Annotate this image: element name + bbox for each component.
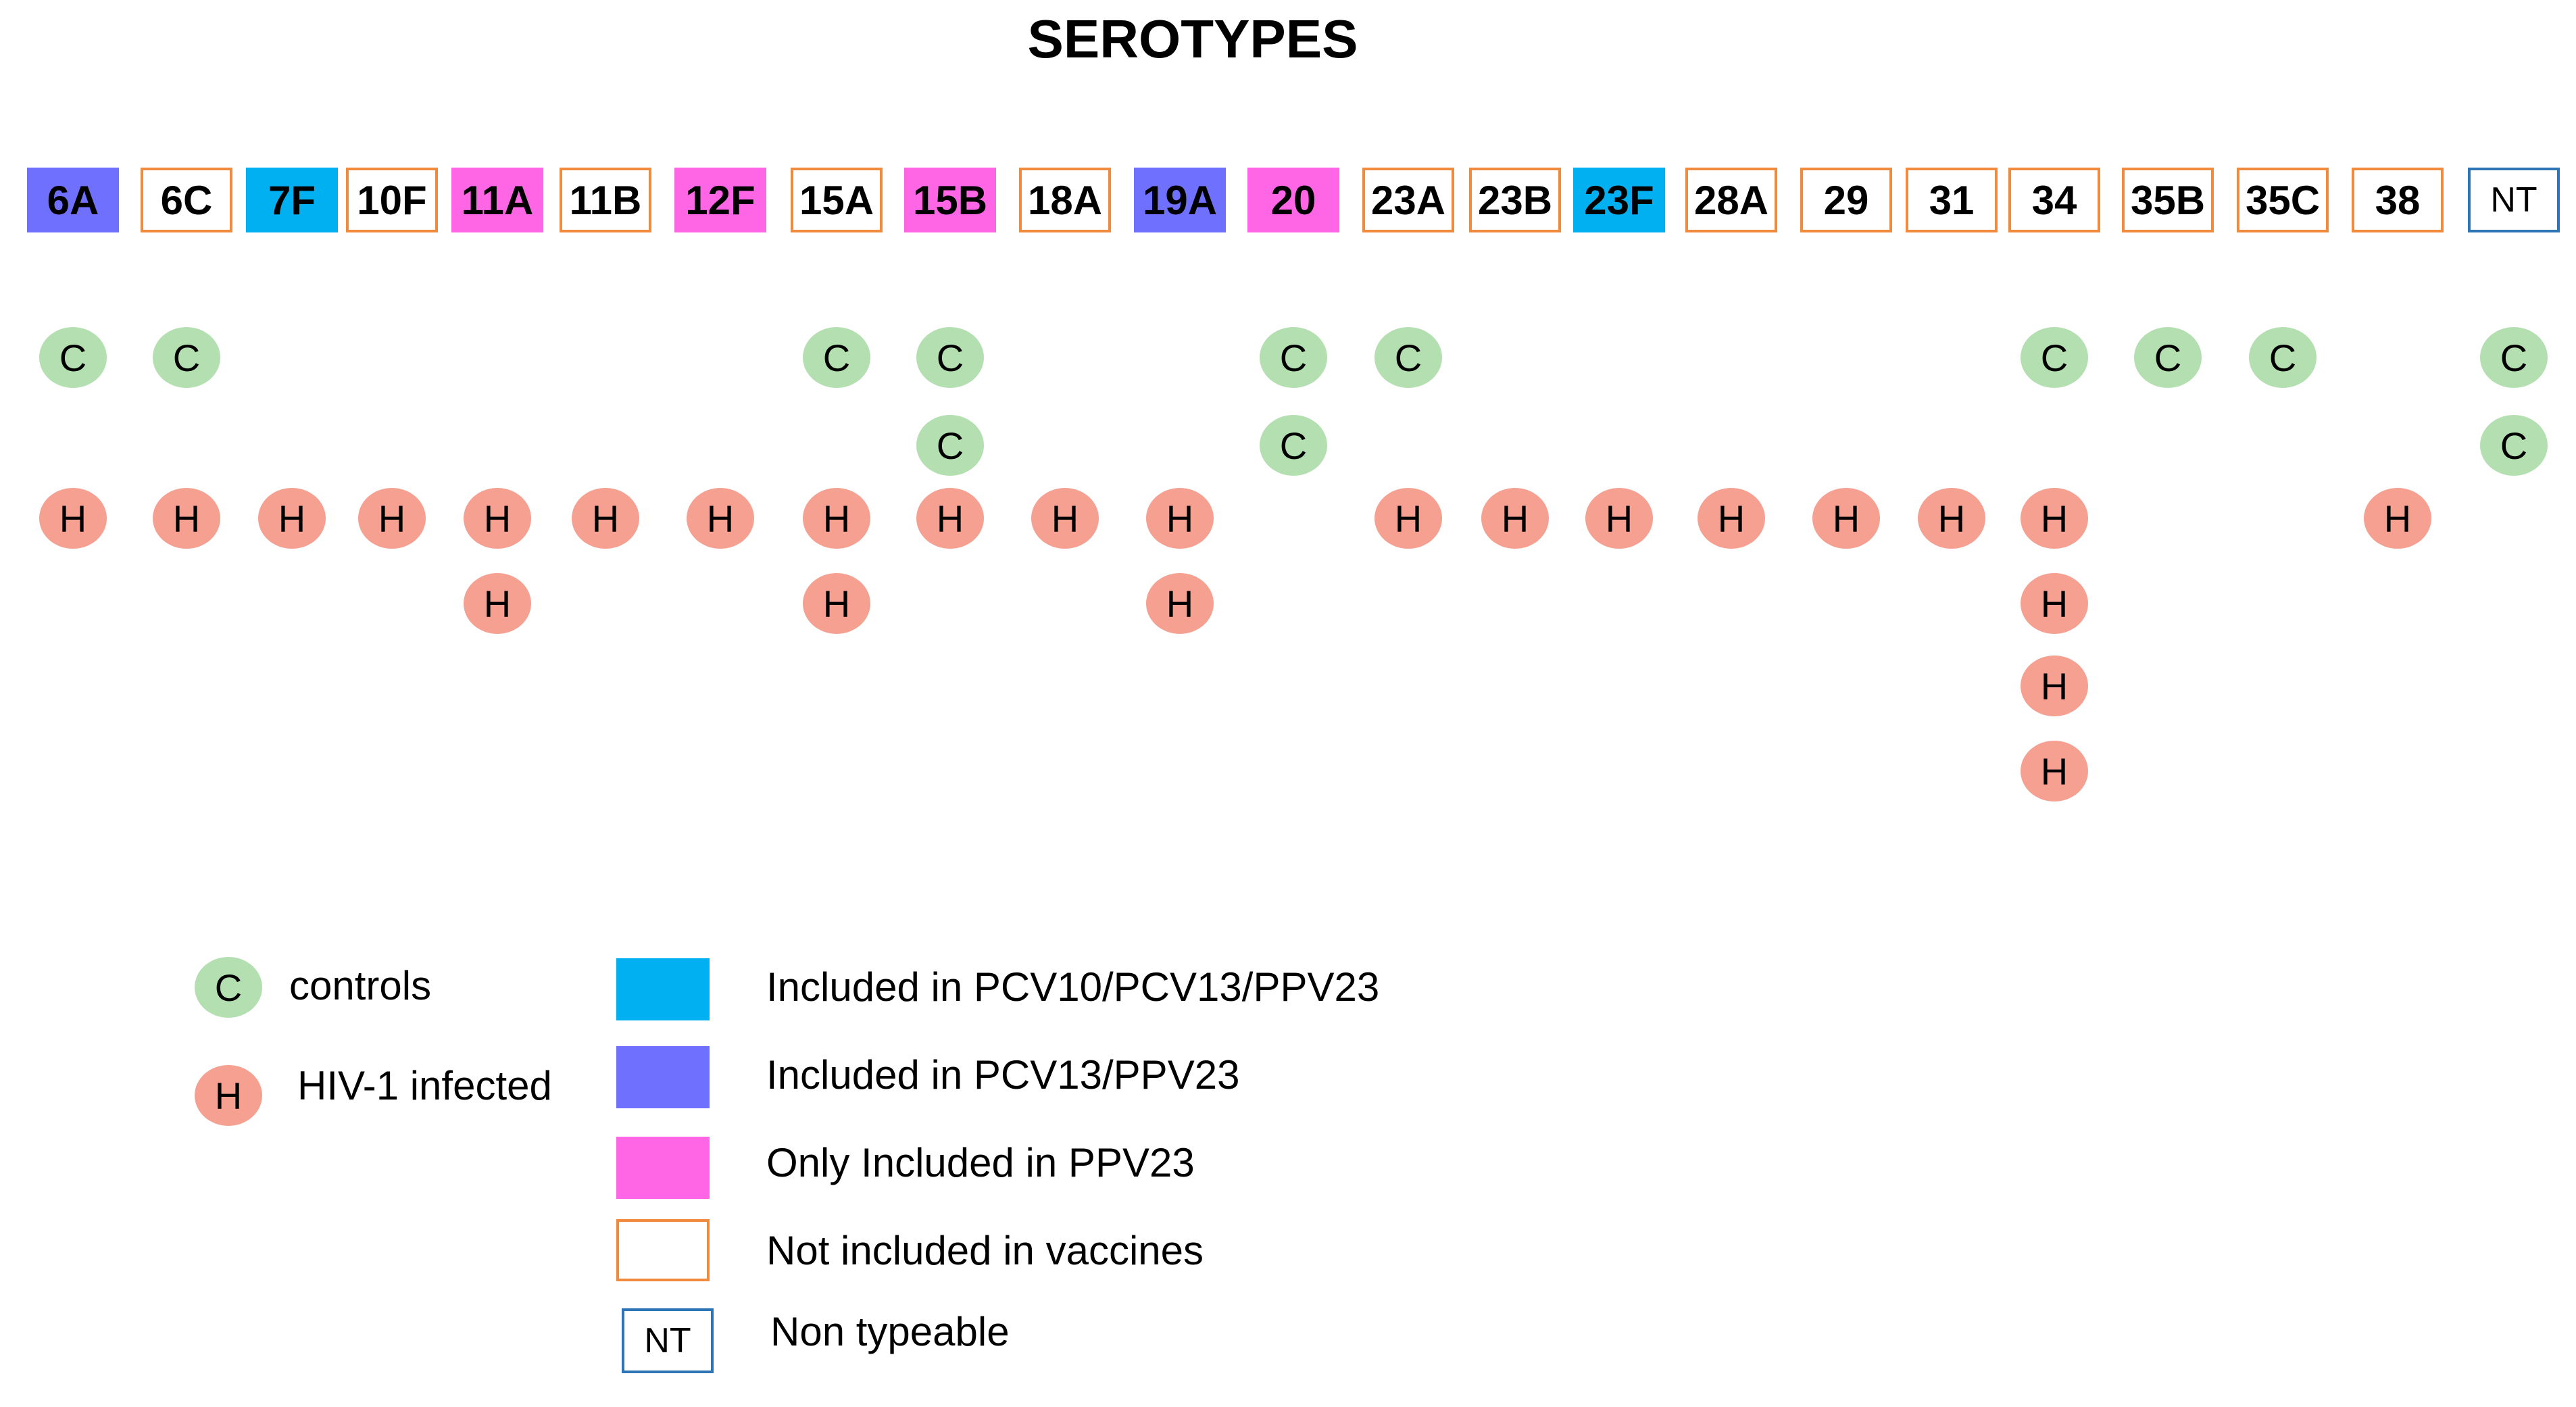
hiv-marker: H xyxy=(803,573,870,634)
serotype-box-28a: 28A xyxy=(1685,168,1777,232)
diagram-title: SEROTYPES xyxy=(1027,9,1358,69)
legend-both-label: Included in PCV10/PCV13/PPV23 xyxy=(766,964,1380,1010)
legend-swatch-ppv xyxy=(616,1137,710,1199)
legend-hiv-label: HIV-1 infected xyxy=(297,1063,552,1108)
serotype-box-11a: 11A xyxy=(451,168,543,232)
control-marker: C xyxy=(1260,415,1327,476)
control-marker: C xyxy=(916,327,984,388)
hiv-marker: H xyxy=(916,488,984,549)
control-marker: C xyxy=(153,327,220,388)
hiv-marker: H xyxy=(464,573,531,634)
hiv-marker: H xyxy=(153,488,220,549)
legend-pcv13-label: Included in PCV13/PPV23 xyxy=(766,1052,1240,1097)
hiv-marker: H xyxy=(1585,488,1653,549)
hiv-marker: H xyxy=(464,488,531,549)
control-marker: C xyxy=(2134,327,2202,388)
control-marker: C xyxy=(803,327,870,388)
control-marker: C xyxy=(2480,327,2548,388)
control-marker: C xyxy=(2249,327,2317,388)
hiv-marker: H xyxy=(2021,488,2088,549)
control-marker: C xyxy=(1260,327,1327,388)
legend-ppv-label: Only Included in PPV23 xyxy=(766,1140,1195,1185)
serotype-box-10f: 10F xyxy=(346,168,438,232)
legend-controls-label: controls xyxy=(289,963,432,1008)
control-marker: C xyxy=(2480,415,2548,476)
serotype-box-38: 38 xyxy=(2352,168,2444,232)
serotype-box-7f: 7F xyxy=(246,168,338,232)
serotype-box-19a: 19A xyxy=(1134,168,1226,232)
hiv-marker: H xyxy=(1918,488,1985,549)
hiv-marker: H xyxy=(1374,488,1442,549)
serotype-box-15b: 15B xyxy=(904,168,996,232)
hiv-marker: H xyxy=(2021,573,2088,634)
hiv-marker: H xyxy=(358,488,426,549)
control-marker: C xyxy=(916,415,984,476)
serotype-box-20: 20 xyxy=(1247,168,1339,232)
serotype-box-18a: 18A xyxy=(1019,168,1111,232)
serotype-box-23f: 23F xyxy=(1573,168,1665,232)
legend-nt-label: Non typeable xyxy=(770,1309,1010,1354)
hiv-marker: H xyxy=(2364,488,2431,549)
hiv-marker: H xyxy=(803,488,870,549)
serotype-box-nt: NT xyxy=(2468,168,2560,232)
control-marker: C xyxy=(1374,327,1442,388)
serotype-box-29: 29 xyxy=(1800,168,1892,232)
serotype-box-35c: 35C xyxy=(2237,168,2329,232)
legend-none-label: Not included in vaccines xyxy=(766,1228,1204,1273)
hiv-marker: H xyxy=(1031,488,1099,549)
hiv-marker: H xyxy=(39,488,107,549)
hiv-marker: H xyxy=(1698,488,1765,549)
legend-control-marker: C xyxy=(195,957,262,1018)
control-marker: C xyxy=(2021,327,2088,388)
serotype-box-15a: 15A xyxy=(791,168,883,232)
hiv-marker: H xyxy=(2021,656,2088,716)
serotype-box-11b: 11B xyxy=(560,168,651,232)
hiv-marker: H xyxy=(1481,488,1549,549)
hiv-marker: H xyxy=(687,488,754,549)
hiv-marker: H xyxy=(1146,573,1214,634)
serotype-box-6a: 6A xyxy=(27,168,119,232)
serotype-box-12f: 12F xyxy=(674,168,766,232)
hiv-marker: H xyxy=(2021,741,2088,801)
serotype-box-23b: 23B xyxy=(1469,168,1561,232)
legend-swatch-none xyxy=(616,1219,710,1281)
control-marker: C xyxy=(39,327,107,388)
legend-swatch-both xyxy=(616,958,710,1020)
legend-swatch-pcv13 xyxy=(616,1046,710,1108)
hiv-marker: H xyxy=(1146,488,1214,549)
hiv-marker: H xyxy=(572,488,639,549)
serotype-box-35b: 35B xyxy=(2122,168,2214,232)
serotype-box-23a: 23A xyxy=(1362,168,1454,232)
hiv-marker: H xyxy=(1812,488,1880,549)
legend-nt-box: NT xyxy=(622,1308,714,1373)
serotype-box-34: 34 xyxy=(2008,168,2100,232)
serotype-box-6c: 6C xyxy=(141,168,232,232)
hiv-marker: H xyxy=(258,488,326,549)
legend-hiv-marker: H xyxy=(195,1065,262,1126)
serotype-box-31: 31 xyxy=(1906,168,1998,232)
